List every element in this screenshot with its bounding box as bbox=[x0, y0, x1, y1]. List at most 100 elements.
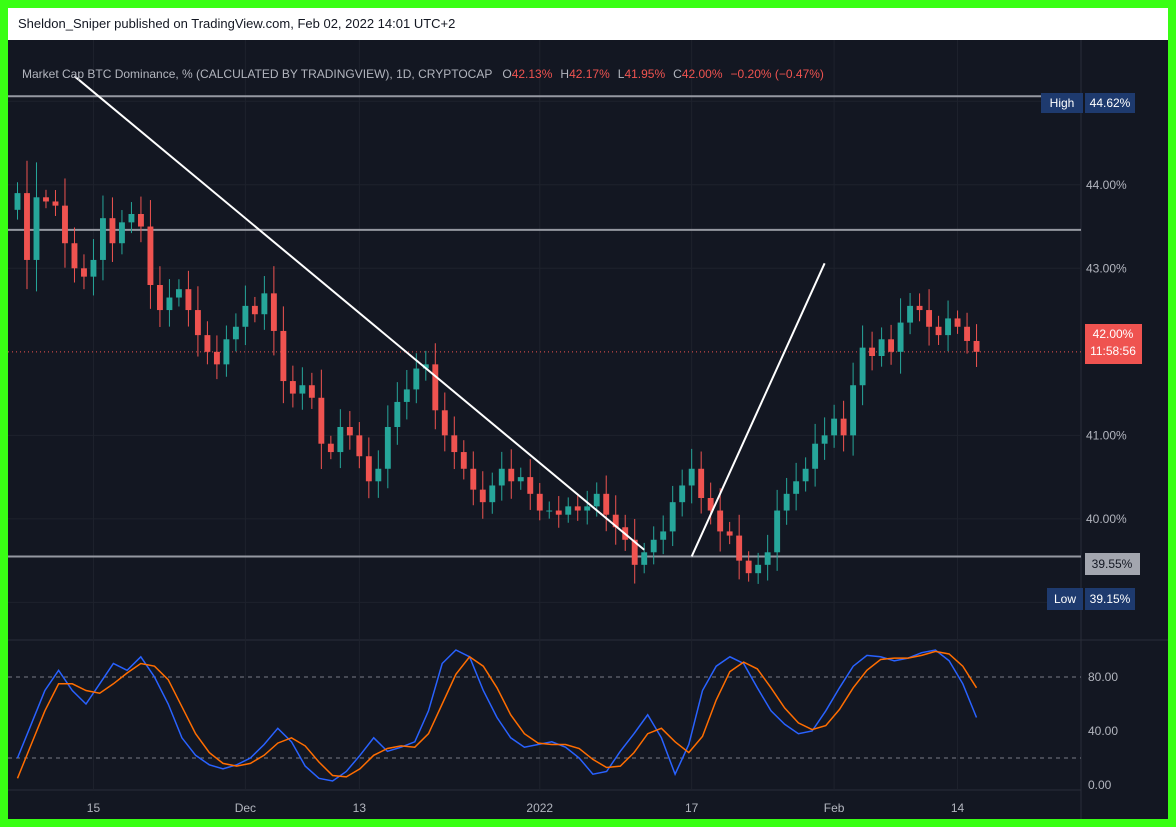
legend-close: 42.00% bbox=[682, 67, 723, 81]
candle-body bbox=[707, 498, 714, 511]
candle-body bbox=[650, 539, 657, 553]
low-label-text: Low bbox=[1054, 592, 1076, 606]
candle-body bbox=[888, 339, 895, 352]
candle-body bbox=[574, 506, 581, 511]
candle-body bbox=[318, 397, 325, 444]
candle-body bbox=[270, 293, 277, 331]
legend-symbol: Market Cap BTC Dominance, % (CALCULATED … bbox=[22, 67, 492, 81]
high-value-badge bbox=[1085, 93, 1135, 113]
candle-body bbox=[261, 293, 268, 315]
candle-body bbox=[289, 381, 296, 394]
candle-body bbox=[793, 481, 800, 494]
candle-body bbox=[688, 468, 695, 486]
candle-body bbox=[175, 289, 182, 298]
stochastic-tick-label: 0.00 bbox=[1088, 778, 1112, 792]
candle-body bbox=[726, 531, 733, 536]
candle-body bbox=[964, 326, 970, 341]
low-label-badge bbox=[1047, 588, 1083, 610]
chart-svg[interactable]: 45.00%44.00%43.00%41.00%40.00%39.00%15De… bbox=[8, 40, 1168, 819]
stochastic-line-k bbox=[16, 649, 978, 782]
candle-body bbox=[783, 493, 790, 511]
candle-body bbox=[631, 539, 638, 565]
candle-body bbox=[907, 305, 914, 323]
candle-body bbox=[90, 259, 97, 277]
candle-body bbox=[774, 510, 781, 553]
candle-body bbox=[128, 214, 135, 223]
countdown-text: 11:58:56 bbox=[1090, 344, 1136, 358]
candle-body bbox=[43, 197, 49, 202]
candle-body bbox=[470, 468, 477, 490]
candle-body bbox=[546, 510, 553, 512]
candle-body bbox=[916, 305, 923, 311]
candle-body bbox=[745, 560, 752, 574]
stochastic-tick-label: 80.00 bbox=[1088, 670, 1118, 684]
time-tick-label: 17 bbox=[685, 801, 699, 815]
candle-body bbox=[555, 510, 562, 515]
candle-body bbox=[831, 418, 838, 436]
high-label-badge bbox=[1041, 93, 1083, 113]
candle-body bbox=[375, 468, 382, 482]
candle-body bbox=[498, 468, 505, 486]
high-value-text: 44.62% bbox=[1090, 96, 1131, 110]
candle-body bbox=[422, 364, 429, 369]
chart-frame: Sheldon_Sniper published on TradingView.… bbox=[8, 8, 1168, 819]
candle-body bbox=[679, 485, 686, 503]
ohlc-legend: Market Cap BTC Dominance, % (CALCULATED … bbox=[22, 67, 824, 81]
low-value-text: 39.15% bbox=[1090, 592, 1131, 606]
candle-body bbox=[432, 364, 439, 411]
candle-body bbox=[897, 322, 904, 352]
candle-body bbox=[764, 552, 771, 565]
candle-body bbox=[878, 339, 885, 356]
price-tick-label: 41.00% bbox=[1086, 428, 1127, 442]
candle-body bbox=[33, 197, 40, 260]
legend-o-label: O bbox=[502, 67, 511, 81]
candle-body bbox=[71, 243, 78, 269]
candle-body bbox=[527, 477, 534, 494]
candle-body bbox=[365, 456, 372, 482]
time-tick-label: 15 bbox=[87, 801, 101, 815]
price-tick-label: 40.00% bbox=[1086, 512, 1127, 526]
candle-body bbox=[821, 435, 828, 444]
legend-high: 42.17% bbox=[569, 67, 610, 81]
time-tick-label: 13 bbox=[353, 801, 367, 815]
candle-body bbox=[812, 443, 819, 469]
candle-body bbox=[24, 193, 30, 260]
candle-body bbox=[213, 351, 220, 365]
candle-body bbox=[52, 201, 59, 206]
candle-body bbox=[394, 401, 401, 427]
candle-body bbox=[603, 493, 610, 515]
candle-body bbox=[850, 385, 857, 436]
candle-body bbox=[14, 193, 21, 210]
time-tick-label: 14 bbox=[951, 801, 965, 815]
candle-body bbox=[413, 368, 420, 390]
candle-body bbox=[840, 418, 847, 436]
candle-body bbox=[698, 468, 705, 498]
legend-open: 42.13% bbox=[512, 67, 553, 81]
candle-body bbox=[137, 214, 144, 227]
time-tick-label: Dec bbox=[235, 801, 256, 815]
candle-body bbox=[641, 552, 648, 565]
legend-low: 41.95% bbox=[624, 67, 665, 81]
candle-body bbox=[356, 435, 363, 457]
candle-body bbox=[935, 326, 942, 336]
candle-body bbox=[185, 289, 192, 311]
current-price-badge bbox=[1085, 324, 1142, 364]
candle-body bbox=[384, 427, 391, 469]
trendline bbox=[690, 262, 826, 557]
candle-body bbox=[194, 310, 201, 336]
candle-body bbox=[109, 218, 116, 244]
time-tick-label: Feb bbox=[824, 801, 845, 815]
high-label-text: High bbox=[1050, 96, 1075, 110]
candle-body bbox=[869, 347, 876, 356]
candle-body bbox=[584, 506, 591, 511]
candle-body bbox=[100, 218, 106, 260]
candle-body bbox=[441, 410, 448, 436]
candle-body bbox=[926, 310, 933, 327]
candle-body bbox=[337, 427, 344, 453]
legend-c-label: C bbox=[673, 67, 682, 81]
candle-body bbox=[736, 535, 743, 561]
candle-body bbox=[802, 468, 809, 482]
candle-body bbox=[593, 493, 600, 507]
low-value-badge bbox=[1085, 588, 1135, 610]
legend-l-label: L bbox=[618, 67, 625, 81]
